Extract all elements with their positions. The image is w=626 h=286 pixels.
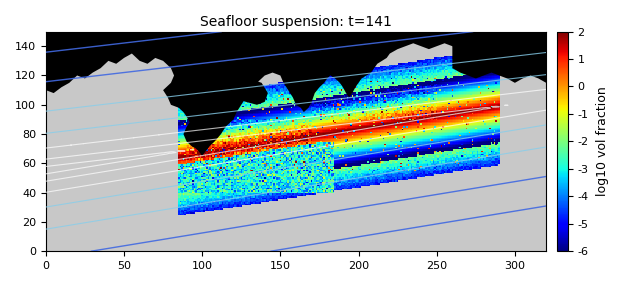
Polygon shape	[453, 31, 546, 83]
Title: Seafloor suspension: t=141: Seafloor suspension: t=141	[200, 15, 392, 29]
Polygon shape	[46, 0, 546, 156]
Polygon shape	[183, 73, 225, 98]
Polygon shape	[230, 78, 268, 105]
Y-axis label: log10 vol fraction: log10 vol fraction	[596, 87, 608, 196]
